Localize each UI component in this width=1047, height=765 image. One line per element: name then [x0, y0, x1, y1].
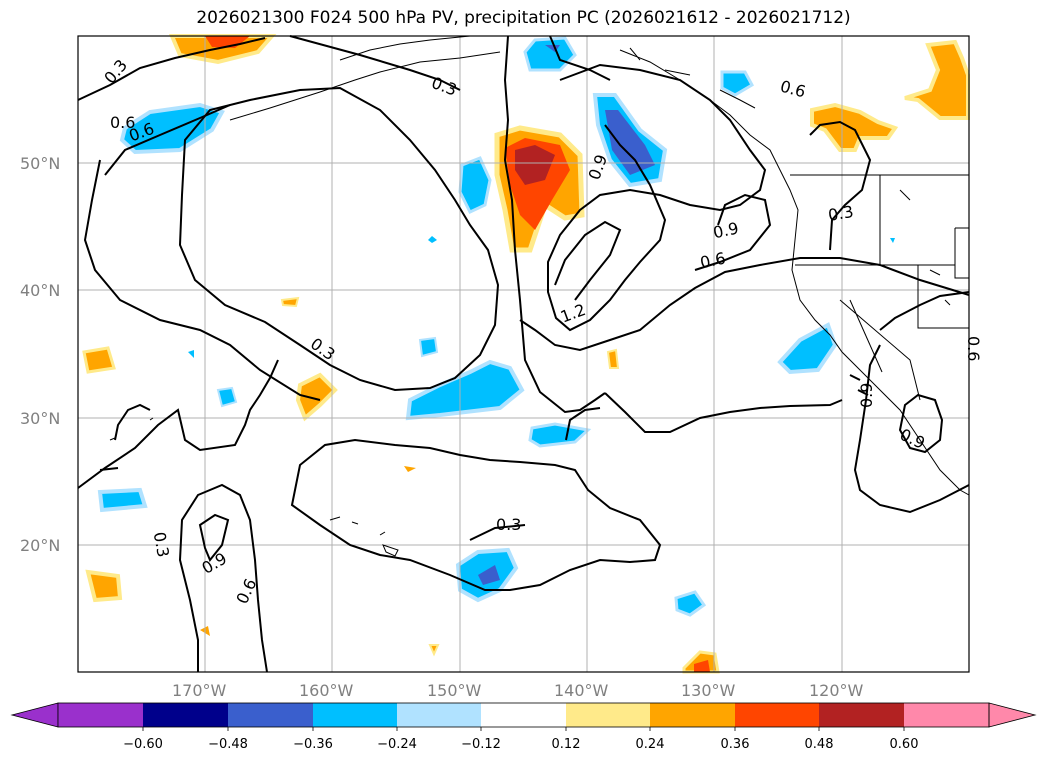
colorbar-segment — [819, 703, 904, 727]
lon-axis: 170°W 160°W 150°W 140°W 130°W 120°W — [172, 681, 864, 700]
colorbar-tick-label: −0.48 — [208, 737, 248, 752]
precip-neg-ne2 — [720, 70, 755, 97]
coastlines — [109, 35, 970, 557]
precip-pos-ne2 — [810, 102, 899, 152]
colorbar-extend-min — [10, 702, 59, 728]
graticule — [78, 36, 969, 672]
lon-tick-label: 150°W — [427, 681, 482, 700]
contour-label: 0.3 — [827, 202, 855, 225]
colorbar-tick-label: 0.24 — [636, 737, 665, 752]
colorbar-tick-label: 0.36 — [721, 737, 750, 752]
contour-label: 0.3 — [496, 515, 521, 534]
colorbar-extend-max — [988, 702, 1037, 728]
lon-tick-label: 160°W — [299, 681, 354, 700]
colorbar-segment — [566, 703, 650, 727]
contour-label: 0.9 — [857, 383, 876, 408]
colorbar-tick-label: 0.60 — [890, 737, 919, 752]
colorbar-tick-label: −0.60 — [123, 737, 163, 752]
lat-tick-label: 20°N — [20, 536, 60, 555]
lat-tick-label: 50°N — [20, 154, 60, 173]
precip-neg-29n — [528, 422, 592, 448]
colorbar-segment — [735, 703, 819, 727]
contour-label: 0.9 — [711, 218, 740, 242]
colorbar-segment — [904, 703, 989, 727]
colorbar-segment — [481, 703, 566, 727]
colorbar-tick-label: −0.24 — [377, 737, 417, 752]
colorbar-segment — [650, 703, 735, 727]
colorbar-tick-label: −0.36 — [293, 737, 333, 752]
colorbar-segment — [228, 703, 313, 727]
contour-label: 0.3 — [150, 530, 173, 558]
colorbar-segment — [58, 703, 143, 727]
precip-shading — [82, 34, 970, 674]
precip-neg-n — [523, 36, 577, 72]
colorbar-segment — [143, 703, 228, 727]
precip-neg-ca — [777, 322, 838, 375]
lat-axis: 50°N 40°N 30°N 20°N — [20, 154, 60, 555]
lon-tick-label: 140°W — [554, 681, 609, 700]
colorbar-segment — [313, 703, 397, 727]
colorbar: −0.60 −0.48 −0.36 −0.24 −0.12 0.12 0.24 … — [10, 702, 1037, 752]
map-title: 2026021300 F024 500 hPa PV, precipitatio… — [196, 8, 851, 28]
contour-label: 0.6 — [698, 248, 727, 272]
pv-contours — [77, 35, 970, 673]
lat-tick-label: 30°N — [20, 409, 60, 428]
lat-tick-label: 40°N — [20, 281, 60, 300]
contour-label: 0.6 — [964, 336, 983, 361]
map-panel: 0.3 0.6 0.3 0.9 0.9 0.6 0.3 1.2 0.3 0.6 … — [77, 34, 983, 674]
precip-pos-31n — [295, 372, 338, 422]
lon-tick-label: 130°W — [681, 681, 736, 700]
colorbar-tick-label: 0.12 — [552, 737, 581, 752]
precip-pos-ne1 — [904, 39, 970, 120]
lon-tick-label: 120°W — [809, 681, 864, 700]
precip-neg-24n — [97, 487, 148, 513]
colorbar-segment — [397, 703, 481, 727]
colorbar-tick-label: −0.12 — [461, 737, 501, 752]
colorbar-tick-label: 0.48 — [805, 737, 834, 752]
lon-tick-label: 170°W — [172, 681, 227, 700]
contour-label: 0.6 — [110, 113, 135, 132]
